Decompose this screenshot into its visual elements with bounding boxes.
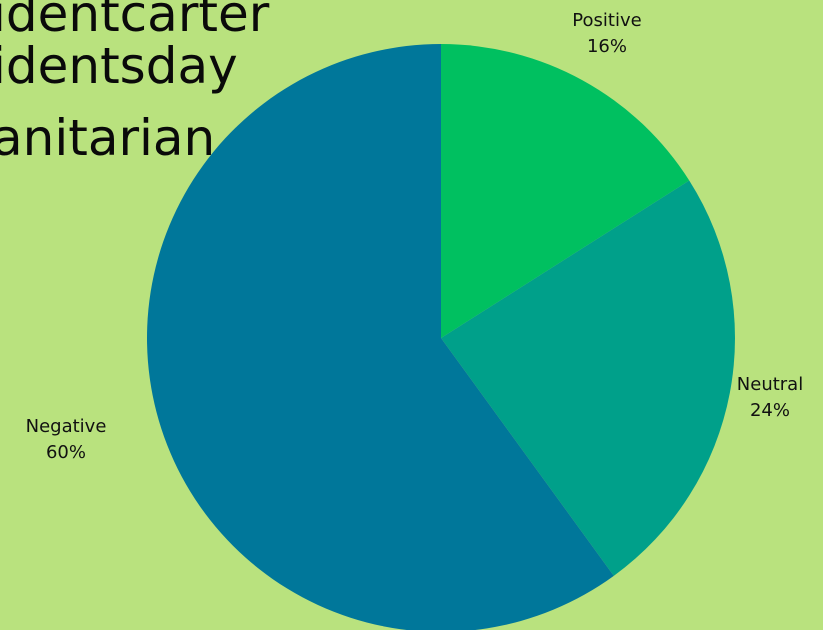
slice-value-negative: 60%	[45, 442, 86, 463]
slice-label-negative: Negative 60%	[8, 414, 124, 466]
slice-label-positive: Positive 16%	[552, 8, 662, 60]
heading-fragment-2: identsday	[0, 37, 238, 95]
slice-name-neutral: Neutral	[736, 374, 804, 395]
slice-label-neutral: Neutral 24%	[720, 372, 820, 424]
pie-slice-negative	[147, 44, 614, 630]
pie-slice-positive	[441, 44, 690, 338]
slice-value-neutral: 24%	[749, 400, 790, 421]
heading-fragment-1: identcarter	[0, 0, 270, 43]
slice-name-positive: Positive	[572, 10, 642, 31]
slice-name-negative: Negative	[25, 416, 107, 437]
slice-value-positive: 16%	[586, 36, 627, 57]
pie-slice-neutral	[441, 180, 735, 576]
heading-fragment-3: anitarian	[0, 109, 216, 167]
